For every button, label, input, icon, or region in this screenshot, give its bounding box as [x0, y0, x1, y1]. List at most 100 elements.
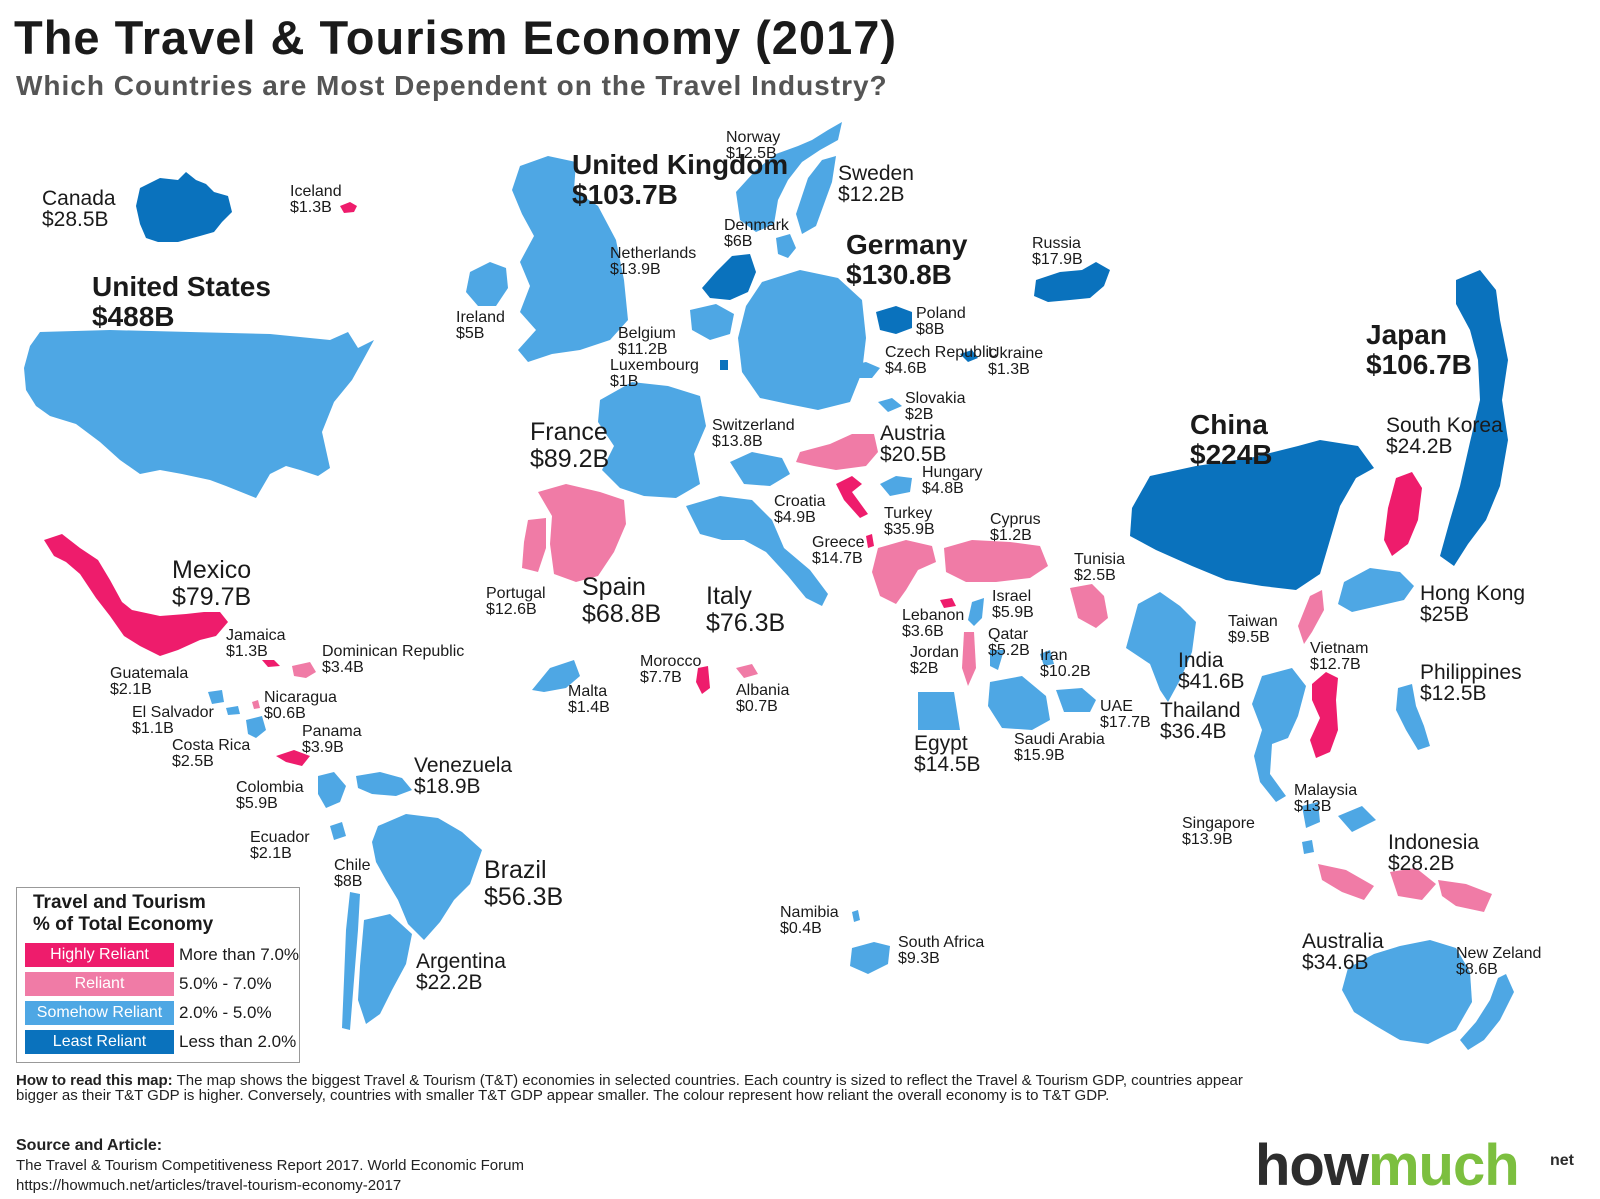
country-name: India — [1178, 649, 1224, 672]
country-name: Germany — [846, 229, 968, 260]
country-value: $20.5B — [880, 443, 947, 466]
country-shape-ireland — [466, 262, 508, 306]
how-to-read-note: How to read this map: The map shows the … — [16, 1073, 1266, 1103]
country-shape-canada — [136, 172, 232, 242]
country-name: Venezuela — [414, 754, 512, 777]
country-shape-italy — [686, 496, 828, 606]
country-shape-luxembourg — [720, 360, 728, 370]
country-shape-uae — [1056, 688, 1096, 712]
country-value: $13.9B — [610, 261, 661, 278]
country-name: Spain — [582, 573, 646, 601]
country-label-malaysia: Malaysia $13B — [1294, 782, 1357, 815]
country-name: Jordan — [910, 644, 959, 661]
country-label-austria: Austria $20.5B — [880, 422, 947, 466]
country-value: $12.5B — [726, 145, 777, 162]
country-value: $76.3B — [706, 609, 785, 637]
country-value: $6B — [724, 233, 752, 250]
country-label-hungary: Hungary $4.8B — [922, 464, 982, 497]
country-value: $9.3B — [898, 950, 940, 967]
country-label-brazil: Brazil $56.3B — [484, 856, 563, 911]
country-label-cyprus: Cyprus $1.2B — [990, 511, 1041, 544]
country-name: Tunisia — [1074, 551, 1125, 568]
country-name: Thailand — [1160, 699, 1241, 722]
country-shape-jamaica — [262, 660, 280, 667]
country-name: Australia — [1302, 930, 1384, 953]
country-shape-dominican-republic — [292, 662, 316, 678]
country-name: Denmark — [724, 217, 790, 234]
country-value: $14.7B — [812, 550, 863, 567]
country-shape-el-salvador — [226, 706, 240, 715]
country-name: Ukraine — [988, 345, 1043, 362]
country-shape-poland — [876, 306, 912, 334]
country-name: Poland — [916, 305, 966, 322]
legend: Travel and Tourism % of Total Economy Hi… — [16, 887, 300, 1063]
logo-net: net — [1550, 1152, 1574, 1169]
country-name: Nicaragua — [264, 689, 337, 706]
country-label-jordan: Jordan $2B — [910, 644, 959, 677]
country-label-turkey: Turkey $35.9B — [884, 505, 935, 538]
country-value: $2B — [905, 406, 933, 423]
country-value: $15.9B — [1014, 747, 1065, 764]
country-shape-tunisia — [696, 666, 710, 694]
legend-row-reliant: Reliant 5.0% - 7.0% — [25, 972, 305, 996]
country-label-iceland: Iceland $1.3B — [290, 183, 342, 216]
country-value: $130.8B — [846, 259, 952, 290]
country-name: Turkey — [884, 505, 932, 522]
country-value: $103.7B — [572, 179, 678, 210]
source-heading: Source and Article: — [16, 1137, 163, 1154]
country-value: $17.9B — [1032, 251, 1083, 268]
country-shape-greece — [872, 540, 936, 604]
country-value: $1.1B — [132, 720, 174, 737]
country-name: New Zeland — [1456, 945, 1541, 962]
country-label-netherlands: Netherlands $13.9B — [610, 245, 696, 278]
country-name: Portugal — [486, 585, 546, 602]
country-shape-guatemala — [208, 690, 224, 704]
country-name: Brazil — [484, 856, 547, 884]
country-name: Italy — [706, 582, 752, 610]
country-name: Mexico — [172, 556, 251, 584]
country-shape-spain — [538, 484, 626, 582]
country-value: $10.2B — [1040, 663, 1091, 680]
source-link[interactable]: https://howmuch.net/articles/travel-tour… — [16, 1177, 402, 1194]
country-label-egypt: Egypt $14.5B — [914, 732, 981, 776]
country-value: $2.1B — [110, 681, 152, 698]
country-value: $3.4B — [322, 659, 364, 676]
country-name: Luxembourg — [610, 357, 699, 374]
legend-range-highly-reliant: More than 7.0% — [179, 945, 300, 964]
country-value: $13B — [1294, 798, 1331, 815]
country-shape-lebanon — [968, 598, 984, 626]
country-shape-switzerland — [730, 452, 790, 486]
country-value: $224B — [1190, 439, 1273, 470]
country-label-namibia: Namibia $0.4B — [780, 904, 839, 937]
country-name: Qatar — [988, 626, 1029, 643]
country-name: El Salvador — [132, 704, 214, 721]
legend-chip-somehow-reliant: Somehow Reliant — [25, 1001, 174, 1025]
country-shape-albania — [866, 534, 874, 548]
country-value: $18.9B — [414, 775, 481, 798]
country-shape-india — [1126, 592, 1196, 702]
country-value: $11.2B — [618, 341, 668, 358]
country-shape-france — [598, 382, 706, 498]
country-value: $12.6B — [486, 601, 537, 618]
country-shape-australia — [1342, 940, 1472, 1044]
country-label-el-salvador: El Salvador $1.1B — [132, 704, 214, 737]
country-label-iran: Iran $10.2B — [1040, 647, 1091, 680]
country-label-japan: Japan $106.7B — [1366, 319, 1472, 380]
country-label-greece: Greece $14.7B — [812, 534, 865, 567]
country-shape-malaysia — [1302, 802, 1376, 832]
country-name: Netherlands — [610, 245, 696, 262]
country-shape-iceland — [340, 202, 357, 213]
legend-title: Travel and Tourism % of Total Economy — [33, 892, 213, 936]
country-name: Colombia — [236, 779, 304, 796]
country-name: Dominican Republic — [322, 643, 464, 660]
country-label-qatar: Qatar $5.2B — [988, 626, 1030, 659]
country-value: $22.2B — [416, 971, 483, 994]
country-shape-costa-rica — [246, 716, 266, 738]
country-shape-israel — [962, 632, 976, 686]
country-shape-hungary — [880, 476, 912, 496]
country-label-argentina: Argentina $22.2B — [416, 950, 506, 994]
country-name: Norway — [726, 129, 780, 146]
country-value: $56.3B — [484, 883, 563, 911]
country-shape-slovakia — [878, 398, 902, 412]
country-name: Canada — [42, 187, 116, 210]
